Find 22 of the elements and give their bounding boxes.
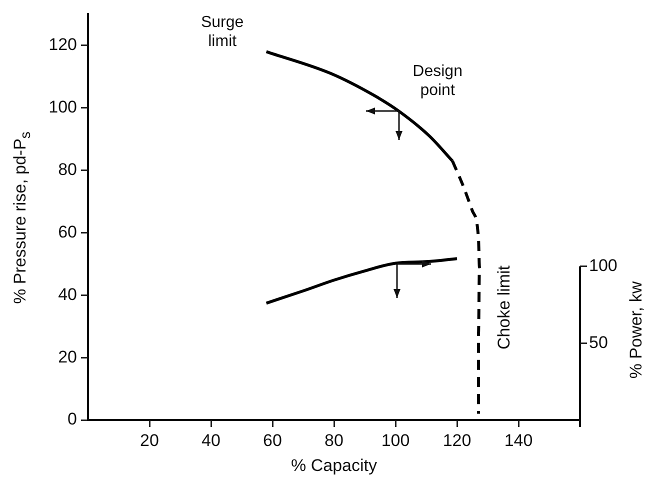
y-tick-label: 20 (58, 347, 77, 366)
y-tick-label: 80 (58, 160, 77, 179)
y2-tick-label: 50 (589, 332, 608, 352)
x-tick-label: 40 (202, 430, 220, 450)
x-axis-title: % Capacity (291, 456, 377, 476)
x-tick-label: 60 (263, 430, 282, 450)
y-tick-label: 60 (58, 222, 77, 242)
y-tick-label: 40 (58, 284, 77, 304)
y-tick-label: 100 (48, 98, 77, 117)
annotation: Choke limit (494, 266, 514, 350)
x-tick-label: 100 (381, 430, 410, 450)
y-tick-label: 120 (48, 35, 77, 54)
annotation: Design point (412, 62, 464, 100)
x-tick-label: 140 (504, 430, 533, 450)
y2-axis-title: % Power, kw (626, 281, 646, 379)
y2-tick-label: 100 (589, 256, 618, 275)
x-tick-label: 20 (140, 430, 159, 450)
x-tick-label: 120 (442, 430, 472, 450)
y-tick-label: 0 (68, 410, 77, 429)
x-tick-label: 80 (324, 430, 344, 450)
annotation: Surge limit (200, 12, 245, 51)
line-series (264, 257, 458, 305)
